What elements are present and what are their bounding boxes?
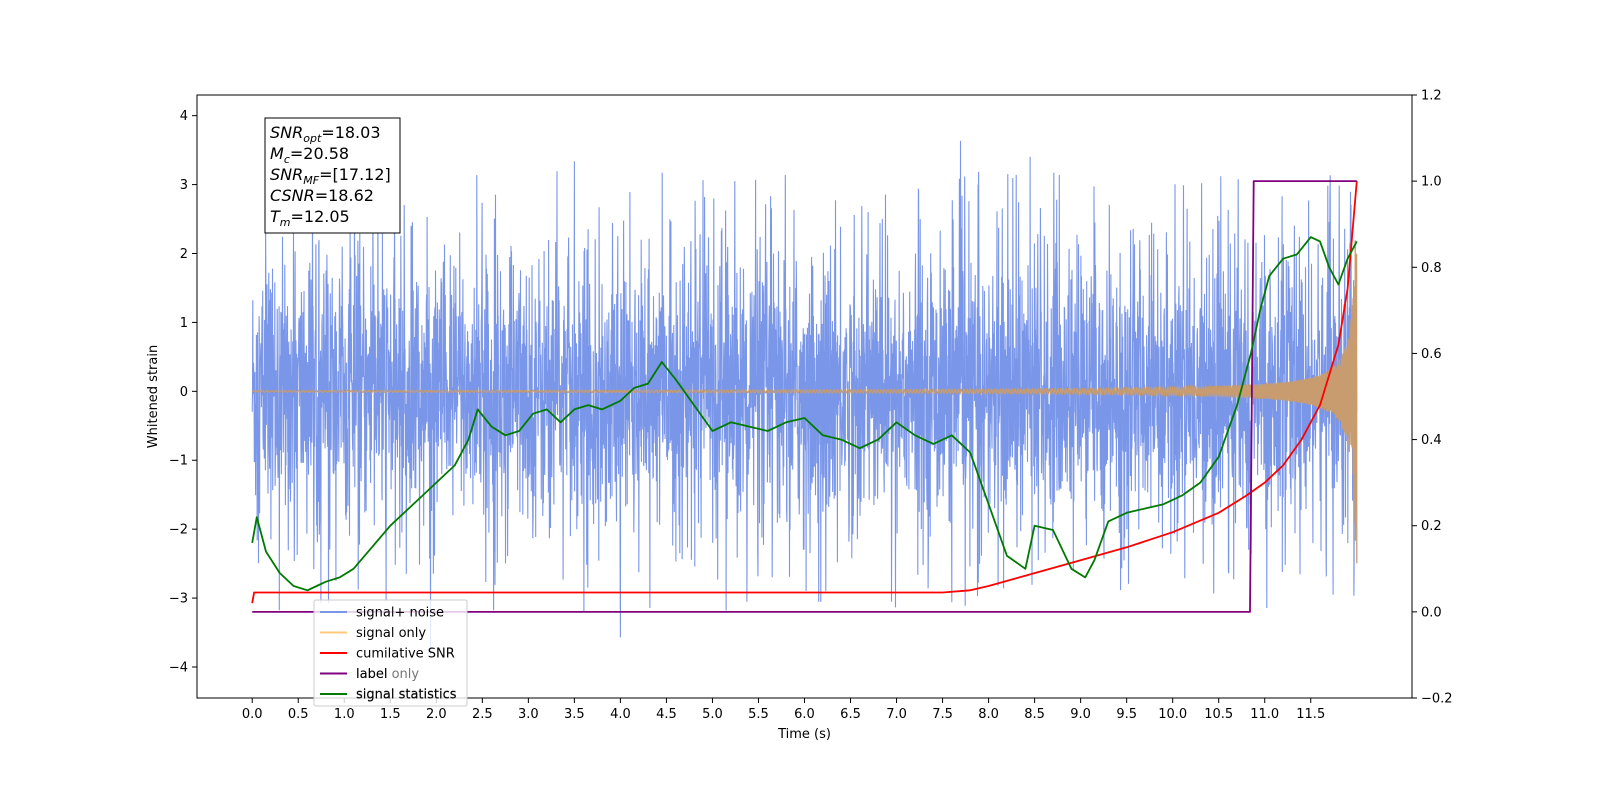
x-tick-label: 7.5	[932, 707, 953, 722]
x-tick-label: 4.0	[610, 707, 631, 722]
y-right-tick-label: 0.2	[1421, 519, 1442, 534]
x-axis: 0.0 0.5 1.0 1.5 2.0 2.5 3.0 3.5 4.0 4.5 5.0 5.5 6.0 6…	[242, 698, 1325, 722]
legend-label: cumilative SNR	[356, 647, 455, 662]
annotation-line: Tm=12.05	[270, 207, 350, 229]
legend-label: signal+ noise	[356, 606, 444, 621]
legend-label: signal statistics	[356, 688, 457, 703]
x-tick-label: 8.5	[1024, 707, 1045, 722]
annotation-line: CSNR=18.62	[270, 186, 374, 205]
y-left-tick-label: 2	[180, 247, 188, 262]
x-tick-label: 9.5	[1116, 707, 1137, 722]
y-left-tick-label: −3	[169, 592, 188, 607]
x-tick-label: 2.0	[426, 707, 447, 722]
y-right-tick-label: 0.6	[1421, 347, 1442, 362]
y-axis-label: Whitened strain	[146, 345, 161, 448]
series-layer	[251, 140, 1358, 655]
x-tick-label: 8.0	[978, 707, 999, 722]
y-axis-left: −4 −3 −2 −1 0 1 2 3 4	[169, 109, 197, 675]
y-left-tick-label: −4	[169, 660, 188, 675]
series-label	[252, 180, 1357, 613]
y-right-tick-label: −0.2	[1421, 692, 1453, 707]
x-tick-label: 11.0	[1250, 707, 1279, 722]
y-left-tick-label: 3	[180, 178, 188, 193]
legend: label only signal statistics signal+ noise…	[313, 599, 468, 707]
x-tick-label: 3.0	[518, 707, 539, 722]
y-left-tick-label: 4	[180, 109, 188, 124]
x-tick-label: 0.0	[242, 707, 263, 722]
legend-label: label	[356, 667, 387, 682]
y-left-tick-label: 1	[180, 316, 188, 331]
x-tick-label: 5.5	[748, 707, 769, 722]
y-right-tick-label: 0.8	[1421, 261, 1442, 276]
series-cumulative-snr	[251, 181, 1358, 604]
series-signal-noise	[251, 140, 1358, 655]
y-left-tick-label: −1	[169, 454, 188, 469]
stats-annotation-box: SNRopt=18.03Mc=20.58SNRMF=[17.12]CSNR=18…	[264, 117, 401, 234]
legend-frame	[313, 599, 468, 707]
series-signal-only	[251, 240, 1358, 564]
y-right-tick-label: 0.4	[1421, 433, 1442, 448]
y-right-tick-label: 1.0	[1421, 175, 1442, 190]
y-right-tick-label: 1.2	[1421, 89, 1442, 104]
x-tick-label: 3.5	[564, 707, 585, 722]
y-left-tick-label: 0	[180, 385, 188, 400]
annotation-line: SNRMF=[17.12]	[270, 165, 391, 187]
annotation-line: Mc=20.58	[270, 144, 349, 166]
legend-ghost-label: signal statistics	[356, 687, 457, 702]
x-tick-label: 6.5	[840, 707, 861, 722]
x-tick-label: 5.0	[702, 707, 723, 722]
x-tick-label: 1.5	[380, 707, 401, 722]
x-tick-label: 9.0	[1070, 707, 1091, 722]
annotation-line: SNRopt=18.03	[270, 123, 381, 145]
x-axis-label: Time (s)	[777, 727, 831, 742]
y-right-tick-label: 0.0	[1421, 605, 1442, 620]
x-tick-label: 2.5	[472, 707, 493, 722]
x-tick-label: 1.0	[334, 707, 355, 722]
x-tick-label: 4.5	[656, 707, 677, 722]
annotation-box-frame	[264, 117, 401, 234]
x-tick-label: 10.0	[1158, 707, 1187, 722]
legend-ghost-label: label only	[356, 667, 419, 682]
y-left-tick-label: −2	[169, 523, 188, 538]
x-tick-label: 7.0	[886, 707, 907, 722]
x-tick-label: 11.5	[1296, 707, 1325, 722]
series-signal-statistics	[251, 236, 1358, 592]
legend-label: signal only	[356, 626, 426, 641]
x-tick-label: 10.5	[1204, 707, 1233, 722]
x-tick-label: 0.5	[288, 707, 309, 722]
x-tick-label: 6.0	[794, 707, 815, 722]
y-axis-right: −0.2 0.0 0.2 0.4 0.6 0.8 1.0 1.2	[1412, 89, 1453, 707]
